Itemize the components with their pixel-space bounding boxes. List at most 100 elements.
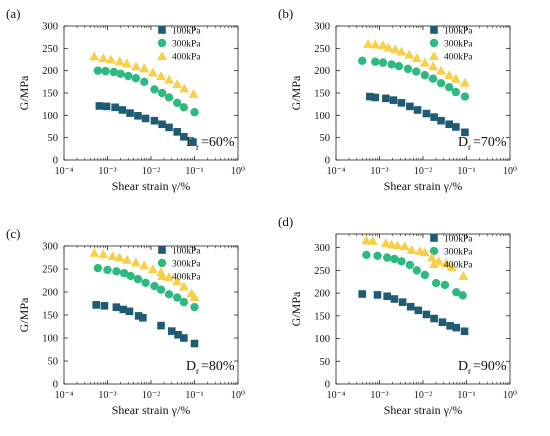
data-point: [179, 297, 189, 307]
y-tick-label: 150: [314, 89, 330, 100]
data-point: [387, 60, 396, 69]
y-axis-label: G/MPa: [289, 291, 303, 326]
data-point: [139, 313, 147, 322]
legend-label: 100kPa: [172, 27, 201, 37]
legend-label: 100kPa: [172, 247, 201, 257]
data-point: [406, 302, 415, 311]
data-point: [411, 53, 422, 63]
series-400kpa: [363, 38, 470, 87]
data-point: [139, 63, 150, 73]
chart-panel-4: 0 50 100 150 200 250 300 10⁻⁴ 10⁻³ 10⁻² 10⁻¹ 10⁰ She…: [278, 214, 517, 417]
data-point: [444, 70, 455, 80]
series-300kpa: [362, 250, 467, 300]
data-point: [358, 290, 366, 298]
data-point: [430, 314, 438, 323]
data-point: [440, 280, 450, 290]
x-tick-label: 10⁰: [231, 390, 245, 401]
legend-label: 400kPa: [172, 273, 201, 283]
data-point: [420, 270, 430, 280]
panel-label: (a): [6, 6, 20, 21]
data-point: [371, 57, 380, 66]
data-point: [134, 111, 142, 120]
series-100kpa: [95, 102, 197, 146]
data-point: [118, 106, 127, 114]
y-tick-label: 200: [42, 288, 58, 299]
y-tick-label: 100: [42, 334, 58, 345]
data-point: [390, 44, 401, 54]
y-tick-label: 250: [42, 44, 58, 55]
data-point: [121, 58, 132, 68]
data-point: [430, 113, 438, 121]
x-tick-label: 10⁻³: [98, 390, 116, 401]
data-point: [172, 293, 182, 302]
data-point: [383, 42, 394, 52]
data-point: [189, 292, 200, 302]
series-300kpa: [357, 56, 470, 101]
series-300kpa: [93, 263, 199, 312]
data-point: [367, 235, 378, 245]
data-point: [172, 98, 182, 108]
y-tick-label: 50: [320, 133, 331, 144]
data-point: [105, 54, 116, 64]
data-point: [386, 239, 397, 249]
legend-marker: [429, 259, 439, 268]
series-300kpa: [93, 66, 199, 117]
legend-marker: [430, 234, 438, 242]
data-point: [452, 123, 460, 131]
data-point: [150, 281, 159, 291]
chart-panel-2: 0 50 100 150 200 250 300 10⁻⁴ 10⁻³ 10⁻² 10⁻¹ 10⁰ She…: [278, 6, 517, 193]
legend-marker: [157, 271, 167, 280]
data-point: [93, 66, 103, 75]
x-tick-label: 10⁻²: [142, 390, 160, 401]
data-point: [363, 38, 374, 48]
y-tick-label: 0: [325, 156, 330, 167]
data-point: [450, 73, 461, 83]
legend-marker: [157, 258, 167, 268]
data-point: [406, 102, 414, 111]
data-point: [397, 99, 406, 107]
data-point: [357, 56, 367, 66]
y-tick-label: 200: [42, 66, 58, 77]
data-point: [396, 46, 407, 56]
data-point: [92, 301, 101, 309]
y-axis-label: G/MPa: [17, 75, 31, 110]
data-point: [428, 61, 439, 71]
y-tick-label: 100: [42, 111, 58, 122]
data-point: [444, 82, 454, 92]
data-point: [100, 302, 109, 310]
data-point: [89, 51, 100, 61]
x-tick-label: 10⁻²: [142, 166, 160, 177]
data-point: [361, 235, 372, 245]
legend-marker: [157, 38, 167, 48]
data-point: [112, 303, 121, 311]
data-point: [460, 327, 469, 336]
x-axis-label: Shear strain γ/%: [384, 179, 463, 193]
data-point: [190, 339, 199, 348]
data-point: [172, 79, 183, 89]
annotation-text: =60%: [201, 135, 235, 150]
data-point: [436, 65, 447, 75]
data-point: [140, 77, 149, 87]
annotation-text: =90%: [473, 359, 507, 374]
annotation-subscript: r: [196, 366, 199, 376]
data-point: [114, 56, 125, 66]
data-point: [377, 40, 388, 50]
data-point: [164, 93, 174, 102]
data-point: [130, 61, 141, 71]
panel-label: (b): [278, 6, 293, 21]
x-tick-label: 10⁻⁴: [55, 390, 74, 401]
data-point: [167, 327, 176, 335]
data-point: [165, 123, 173, 132]
data-point: [178, 281, 189, 291]
y-tick-label: 250: [42, 265, 58, 276]
data-point: [404, 49, 415, 59]
y-tick-label: 200: [314, 66, 330, 77]
x-tick-label: 10⁻⁴: [327, 166, 346, 177]
data-point: [130, 257, 141, 267]
y-tick-label: 300: [42, 22, 58, 33]
data-point: [397, 257, 406, 266]
data-point: [121, 254, 132, 264]
y-tick-label: 50: [48, 357, 59, 368]
legend-marker: [158, 246, 166, 254]
